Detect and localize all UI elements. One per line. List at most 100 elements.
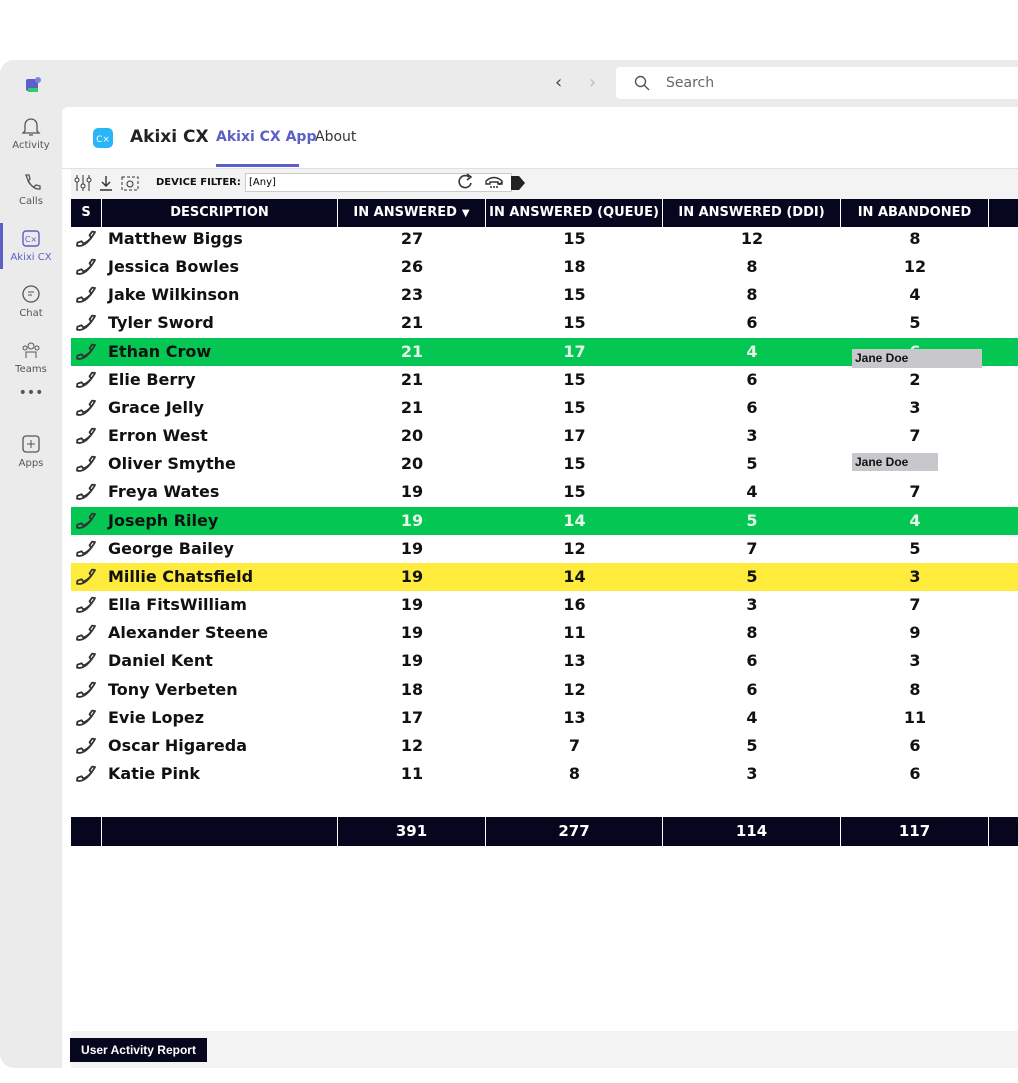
nav-activity[interactable]: Activity (0, 116, 62, 151)
row-value: 27 (400, 229, 424, 248)
tooltip: Jane Doe (852, 453, 938, 471)
row-value: 6 (746, 679, 758, 699)
row-value: 5 (746, 735, 758, 755)
row-description: Daniel Kent (108, 651, 213, 671)
table-row[interactable]: Erron West 20 17 3 7 (71, 422, 1018, 450)
status-icon (75, 649, 101, 673)
row-value: 5 (746, 566, 758, 586)
tab[interactable]: About (315, 129, 357, 145)
phone-icon (76, 624, 96, 642)
status-icon (75, 734, 101, 758)
report-table: S DESCRIPTION IN ANSWERED ▼ IN ANSWERED (QUE… (0, 107, 1018, 1007)
icon (22, 285, 40, 303)
report-button[interactable]: User Activity Report (70, 1038, 207, 1062)
table-row[interactable]: Joseph Riley 19 14 5 4 (71, 506, 1018, 535)
row-description: Jake Wilkinson (108, 285, 240, 305)
table-row[interactable]: Daniel Kent 19 13 6 3 (71, 647, 1018, 675)
row-value: 8 (568, 764, 581, 784)
status-icon (75, 593, 101, 617)
row-value: 14 (563, 510, 586, 530)
row-value: 15 (563, 229, 586, 248)
row-value: 3 (909, 397, 921, 417)
nav-akixi[interactable]: C× Akixi CX (0, 228, 62, 263)
phone-icon (76, 709, 96, 726)
search-box[interactable]: Search (616, 67, 1018, 99)
row-description: Alexander Steene (108, 623, 269, 643)
device-filter-label: DEVICE FILTER: (156, 177, 241, 188)
tab-underline (216, 164, 299, 167)
row-value: 3 (909, 566, 921, 586)
column-header[interactable]: IN ABANDONED (841, 199, 989, 227)
row-value: 3 (746, 426, 758, 446)
device-filter-select[interactable]: [Any] ⌄ (245, 173, 512, 192)
nav-apps[interactable]: Apps (0, 434, 62, 469)
column-header[interactable]: DESCRIPTION (102, 199, 338, 227)
table-row[interactable]: Matthew Biggs 27 15 12 8 (71, 225, 1018, 253)
table-row[interactable]: George Bailey 19 12 7 5 (71, 535, 1018, 563)
table-row[interactable]: Tony Verbeten 18 12 6 8 (71, 676, 1018, 704)
table-row[interactable]: Oliver Smythe201551 (71, 450, 1018, 478)
row-value: 19 (400, 595, 424, 615)
nav-label: Teams (15, 364, 47, 375)
toolbar-icons[interactable] (74, 172, 144, 194)
nav-teams[interactable]: Teams (0, 340, 62, 375)
table-row[interactable]: Evie Lopez 17 13 4 11 (71, 704, 1018, 732)
row-value: 18 (563, 257, 586, 277)
forward-button[interactable]: › (589, 72, 597, 93)
table-row[interactable]: Ella FitsWilliam 19 16 3 7 (71, 591, 1018, 619)
app-logo: C× (93, 128, 113, 148)
row-description: Freya Wates (108, 482, 220, 502)
row-value: 8 (746, 257, 758, 277)
back-button[interactable]: ‹ (555, 72, 563, 93)
phone-icon (76, 230, 96, 247)
row-value: 7 (909, 426, 921, 446)
table-row[interactable]: Freya Wates 19 15 4 7 (71, 478, 1018, 506)
phone-icon (76, 653, 96, 670)
row-value: 2 (909, 369, 921, 389)
row-value: 4 (909, 285, 921, 305)
column-header[interactable]: IN ANSWERED (DDI) (663, 199, 841, 227)
table-row[interactable]: Alexander Steene 19 11 8 9 (71, 619, 1018, 647)
table-row[interactable]: Katie Pink 11 8 3 6 (71, 760, 1018, 788)
row-value: 19 (400, 623, 424, 643)
column-header[interactable]: IN ANSWERED (QUEUE) (486, 199, 663, 227)
row-value: 12 (563, 679, 586, 699)
row-value: 6 (746, 313, 758, 333)
nav-label: Chat (19, 308, 43, 319)
column-header[interactable]: IN ANSWERED ▼ (338, 199, 486, 227)
row-value: 12 (903, 257, 927, 277)
tab-active[interactable]: Akixi CX App (216, 129, 317, 145)
row-description: Millie Chatsfield (108, 566, 254, 586)
dropdown-arrow: ⌄ (494, 174, 505, 189)
toolbar-actions[interactable] (455, 171, 535, 193)
row-value: 3 (909, 651, 921, 671)
table-row[interactable]: Elie Berry 21 15 6 2 (71, 366, 1018, 394)
phone-icon (76, 765, 96, 782)
row-description: Joseph Riley (108, 510, 219, 530)
nav-chat[interactable]: Chat (0, 284, 62, 319)
table-row[interactable]: Oscar Higareda 12 7 5 6 (71, 732, 1018, 760)
tooltip: Jane Doe (852, 349, 982, 368)
nav-calls[interactable]: Calls (0, 172, 62, 207)
nav-label: Activity (12, 140, 50, 151)
table-row[interactable]: Millie Chatsfield 19 14 5 3 (71, 562, 1018, 592)
table-row[interactable]: Tyler Sword 21 15 6 5 (71, 309, 1018, 337)
icon (25, 174, 41, 190)
column-header[interactable]: S (71, 199, 102, 227)
table-row[interactable]: Jessica Bowles 26 18 8 12 (71, 253, 1018, 281)
search-icon (634, 75, 650, 91)
svg-text:C×: C× (25, 235, 37, 244)
table-row[interactable]: Grace Jelly 21 15 6 3 (71, 394, 1018, 422)
nav-selected-indicator (0, 223, 3, 269)
row-description: Grace Jelly (108, 397, 204, 417)
row-value: 11 (400, 764, 424, 784)
row-value: 3 (746, 764, 758, 784)
row-value: 12 (740, 229, 764, 248)
status-icon (75, 227, 101, 251)
nav-more[interactable]: ••• (18, 385, 44, 401)
table-row[interactable]: Jake Wilkinson 23 15 8 4 (71, 281, 1018, 309)
row-value: 18 (400, 679, 424, 699)
row-value: 20 (400, 426, 424, 446)
row-description: Evie Lopez (108, 707, 205, 727)
status-icon (75, 311, 101, 335)
